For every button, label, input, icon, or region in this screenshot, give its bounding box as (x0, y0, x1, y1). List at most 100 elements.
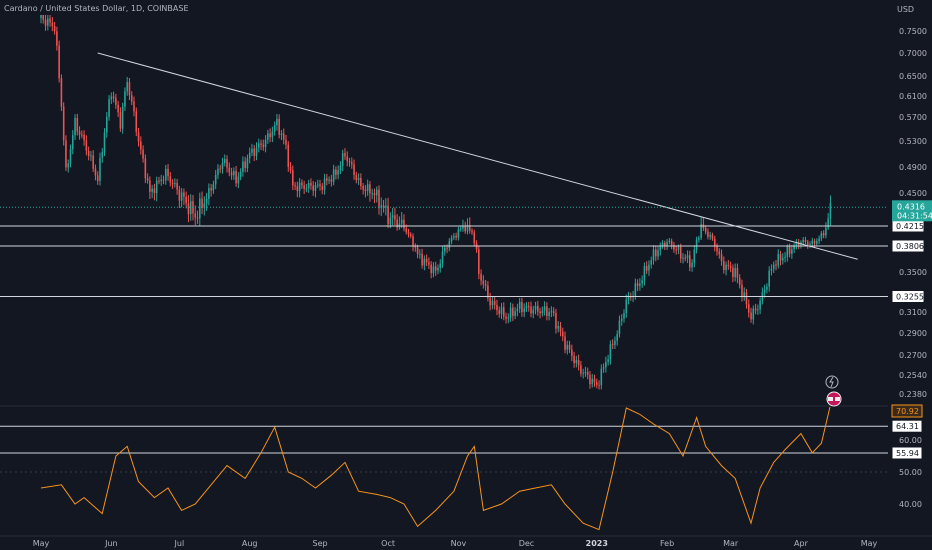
candle (618, 315, 621, 338)
candle (260, 139, 262, 150)
x-tick-label: Feb (660, 539, 674, 548)
candle (478, 245, 480, 280)
candle (223, 154, 226, 167)
candle (183, 188, 185, 205)
candle (713, 235, 716, 252)
candle (548, 307, 550, 321)
candle (78, 126, 81, 140)
candle (670, 238, 673, 250)
candle (475, 240, 478, 253)
candle (595, 378, 598, 389)
candle (530, 301, 532, 318)
candle (416, 244, 419, 259)
candle (639, 278, 641, 291)
candle (509, 302, 512, 322)
indicator-y-tick-label: 40.00 (899, 500, 922, 509)
candle (305, 183, 308, 193)
candle (557, 321, 560, 333)
candle (289, 162, 292, 174)
candle (409, 232, 412, 239)
candle (126, 77, 128, 96)
candle (348, 157, 351, 167)
candle (85, 135, 88, 156)
event-markers-icon[interactable] (826, 391, 842, 407)
candle (115, 93, 117, 109)
candle (296, 181, 299, 198)
chart-title: Cardano / United States Dollar, 1D, COIN… (4, 4, 189, 13)
candle (169, 171, 172, 187)
candle (137, 127, 140, 147)
x-tick-label: Oct (381, 539, 395, 548)
candle (507, 313, 510, 324)
candle (709, 231, 711, 240)
svg-text:64.31: 64.31 (896, 422, 919, 431)
candle (527, 301, 530, 312)
candle (233, 167, 235, 180)
candle (661, 240, 664, 249)
candle (745, 288, 748, 309)
candle (523, 303, 525, 318)
candle (489, 292, 491, 311)
indicator-layer (40, 407, 831, 531)
candle (627, 291, 630, 305)
grid-layer (0, 405, 888, 473)
candle (698, 235, 700, 243)
candle (623, 309, 625, 323)
candle (362, 182, 364, 195)
candle (822, 230, 825, 239)
candle (793, 243, 795, 253)
candle (752, 305, 755, 325)
candle (443, 244, 446, 256)
candle (704, 225, 707, 235)
candle (210, 183, 212, 197)
candle (818, 235, 820, 245)
candle (162, 175, 165, 185)
candle (414, 243, 417, 252)
trendline[interactable] (97, 52, 858, 260)
y-tick-label: 0.3500 (899, 268, 927, 277)
candle (51, 17, 54, 32)
candle (364, 185, 367, 198)
candle (375, 186, 378, 203)
candle (593, 374, 596, 387)
candle (282, 128, 285, 145)
candle (398, 216, 401, 230)
candle (659, 242, 662, 256)
candle (385, 198, 387, 216)
candle (566, 340, 569, 355)
candle (754, 303, 757, 315)
candle (498, 306, 501, 318)
candle (394, 207, 396, 226)
x-tick-label: Dec (519, 539, 534, 548)
candle (199, 192, 201, 227)
candle (301, 179, 303, 189)
candle (561, 327, 564, 342)
candle (430, 261, 432, 279)
svg-text:0.3806: 0.3806 (896, 242, 924, 251)
candle (682, 253, 684, 264)
icons-layer (825, 375, 842, 407)
candle (532, 305, 535, 319)
x-tick-label: May (861, 539, 878, 548)
candle (766, 283, 768, 294)
candle (732, 264, 734, 283)
candle (455, 232, 457, 241)
candle (589, 371, 591, 389)
candle (777, 249, 780, 269)
candle (119, 107, 122, 132)
candle (412, 233, 414, 252)
candle (44, 15, 47, 31)
alert-icon[interactable] (825, 375, 839, 389)
candle (487, 281, 489, 302)
candle (827, 213, 829, 231)
candle (450, 235, 453, 245)
candle (316, 179, 319, 189)
candle (253, 144, 256, 162)
candle (825, 222, 827, 239)
candle (135, 107, 138, 137)
candle (423, 255, 426, 271)
candle (76, 113, 79, 136)
candle (335, 166, 337, 180)
